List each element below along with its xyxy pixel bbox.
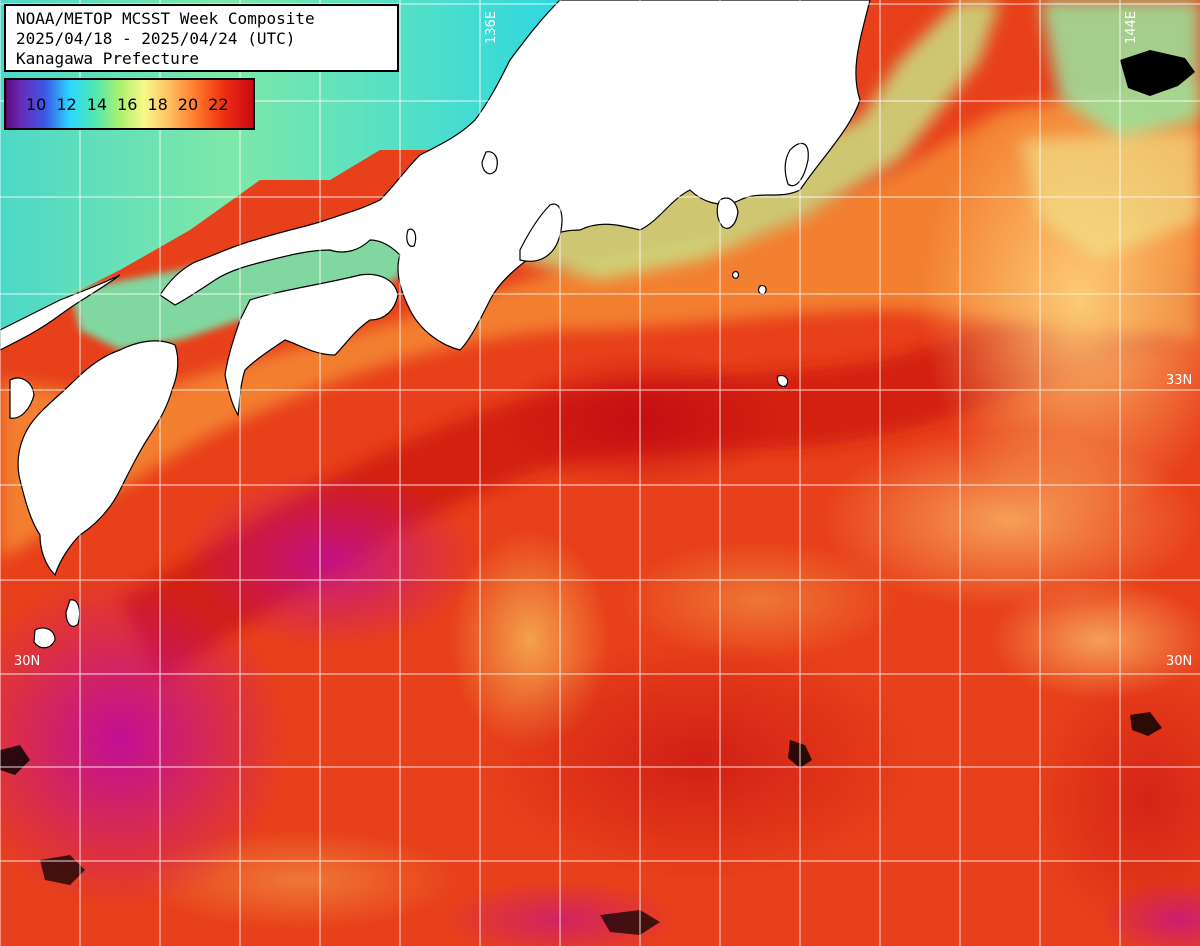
east-pale-region-2: [820, 430, 1200, 610]
coastal-pale-water: [0, 80, 1200, 560]
lon-label-144e: 144E: [1124, 10, 1139, 44]
seto-inland-sea: [70, 220, 420, 350]
cloud-gap-east: [1130, 712, 1162, 736]
izu-island-2: [758, 285, 767, 295]
lat-label-30n-right: 30N: [1166, 654, 1193, 669]
title-date-range: 2025/04/18 - 2025/04/24 (UTC): [16, 29, 296, 48]
east-coast-cool-patch: [1020, 130, 1200, 260]
izu-island-3: [731, 270, 740, 279]
honshu: [159, 0, 871, 351]
cloud-gap-south-1: [40, 855, 85, 885]
title-box: NOAA/METOP MCSST Week Composite 2025/04/…: [4, 4, 399, 72]
magenta-warm-2: [180, 470, 480, 650]
cloud-gap-northeast: [1120, 50, 1195, 96]
legend-tick: 22: [208, 94, 229, 114]
mid-eddy: [620, 540, 900, 660]
deep-red-2: [480, 640, 920, 880]
magenta-warm-4: [1100, 880, 1200, 946]
west-island: [9, 377, 35, 419]
magenta-warm-1: [0, 570, 290, 910]
awaji-island: [406, 228, 417, 247]
legend-tick: 18: [147, 94, 168, 114]
legend-tick: 20: [177, 94, 199, 114]
lat-label-30n-left: 30N: [14, 654, 41, 669]
legend-tick: 16: [117, 94, 138, 114]
yakushima: [65, 599, 81, 627]
legend-tick: 10: [26, 94, 47, 114]
izu-island-1: [776, 375, 789, 387]
legend-tick: 14: [86, 94, 108, 114]
color-legend: 10 12 14 16 18 20 22: [4, 78, 255, 130]
sado-island: [481, 151, 498, 175]
title-product: NOAA/METOP MCSST Week Composite: [16, 9, 315, 28]
lat-label-33n: 33N: [1166, 373, 1193, 388]
kyushu: [17, 340, 179, 577]
legend-tick: 12: [56, 94, 77, 114]
tanegashima: [33, 627, 56, 649]
izu-peninsula: [716, 197, 739, 229]
lon-label-136e: 136E: [484, 10, 499, 44]
boso-peninsula: [784, 142, 809, 187]
title-region: Kanagawa Prefecture: [16, 49, 200, 68]
shikoku: [224, 273, 399, 417]
cloud-gap-south-2: [600, 910, 660, 935]
kii-peninsula: [519, 203, 563, 262]
